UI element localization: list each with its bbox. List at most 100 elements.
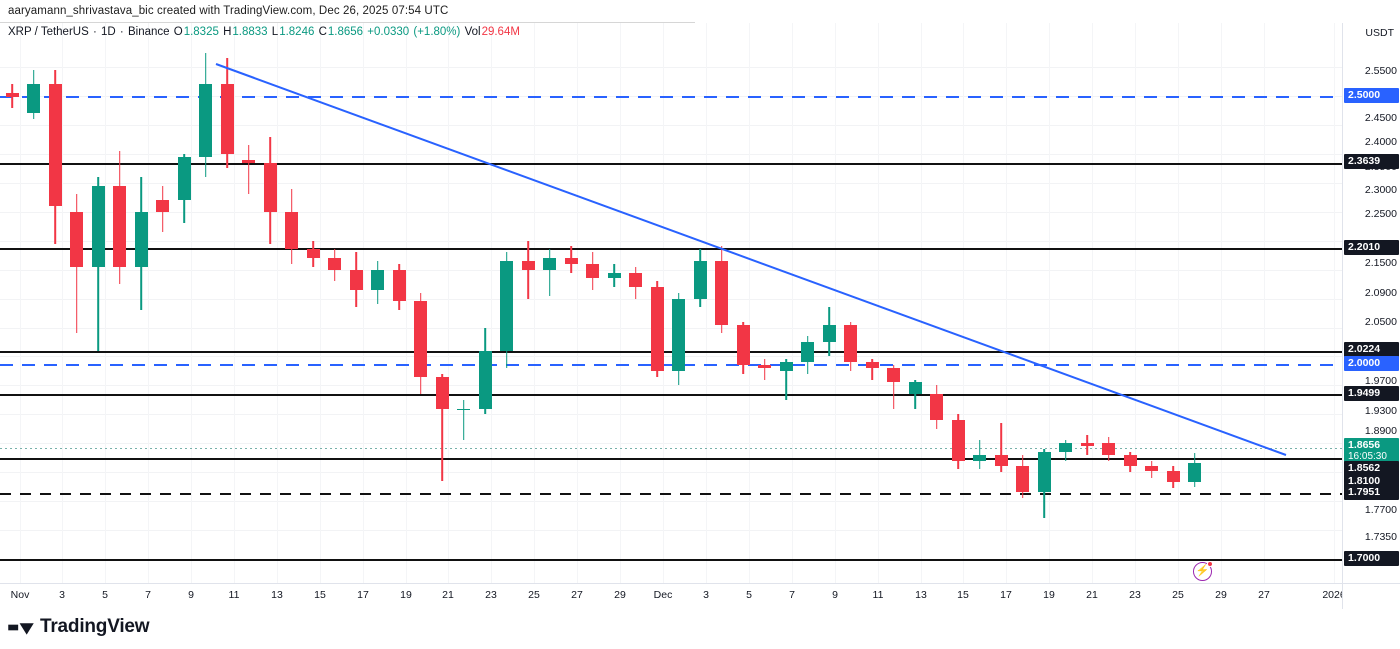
candlestick[interactable] bbox=[1145, 23, 1158, 583]
legend-symbol[interactable]: XRP / TetherUS bbox=[8, 26, 89, 38]
candlestick[interactable] bbox=[435, 23, 449, 583]
price-tag-1-9499[interactable]: 1.9499 bbox=[1344, 386, 1399, 401]
candlestick[interactable] bbox=[500, 23, 513, 583]
price-axis[interactable]: USDT 2.55002.45002.40002.35002.30002.250… bbox=[1342, 23, 1400, 583]
candlestick[interactable] bbox=[113, 23, 126, 583]
candle-body bbox=[887, 368, 900, 383]
candlestick[interactable] bbox=[543, 23, 556, 583]
legend-interval[interactable]: 1D bbox=[101, 26, 116, 38]
price-level-support-1-7000[interactable] bbox=[0, 559, 1342, 561]
price-tag-1-7000[interactable]: 1.7000 bbox=[1344, 551, 1399, 566]
candlestick[interactable] bbox=[91, 23, 105, 583]
candle-body bbox=[328, 258, 341, 270]
candlestick[interactable] bbox=[177, 23, 191, 583]
candlestick[interactable] bbox=[1059, 23, 1072, 583]
lightning-icon: ⚡ bbox=[1195, 565, 1210, 577]
candlestick[interactable] bbox=[607, 23, 621, 583]
attribution-divider bbox=[0, 22, 695, 23]
candlestick[interactable] bbox=[887, 23, 900, 583]
candlestick[interactable] bbox=[715, 23, 728, 583]
candlestick[interactable] bbox=[586, 23, 599, 583]
candlestick[interactable] bbox=[70, 23, 83, 583]
time-axis-tick: 19 bbox=[1043, 589, 1055, 601]
candle-body bbox=[414, 301, 427, 377]
candle-body bbox=[564, 258, 578, 264]
candlestick[interactable] bbox=[951, 23, 965, 583]
candlestick[interactable] bbox=[779, 23, 793, 583]
ai-assistant-badge[interactable]: ⚡ bbox=[1193, 561, 1213, 581]
candlestick[interactable] bbox=[1102, 23, 1115, 583]
chart-plot-area[interactable] bbox=[0, 23, 1342, 583]
price-tag-2-5000[interactable]: 2.5000 bbox=[1344, 88, 1399, 103]
candlestick[interactable] bbox=[285, 23, 298, 583]
candlestick[interactable] bbox=[392, 23, 406, 583]
candlestick[interactable] bbox=[994, 23, 1008, 583]
time-axis[interactable]: Nov 3 5 7 9 11 13 15 17 19 21 23 25 27 29 Dec 3 5 7 9 11 13 15… bbox=[0, 583, 1346, 609]
price-tag-2-3639[interactable]: 2.3639 bbox=[1344, 154, 1399, 169]
candlestick[interactable] bbox=[629, 23, 642, 583]
legend-exchange[interactable]: Binance bbox=[127, 26, 170, 38]
candlestick[interactable] bbox=[844, 23, 857, 583]
candlestick[interactable] bbox=[650, 23, 664, 583]
candlestick[interactable] bbox=[1188, 23, 1201, 583]
candle-body bbox=[457, 408, 470, 411]
candlestick[interactable] bbox=[5, 23, 19, 583]
candlestick[interactable] bbox=[478, 23, 492, 583]
axis-corner bbox=[1342, 583, 1400, 609]
candlestick[interactable] bbox=[1123, 23, 1137, 583]
price-tag-2-0224[interactable]: 2.0224 bbox=[1344, 342, 1399, 357]
candlestick[interactable] bbox=[1080, 23, 1094, 583]
candlestick[interactable] bbox=[156, 23, 169, 583]
candlestick[interactable] bbox=[263, 23, 277, 583]
legend-low-value: 1.8246 bbox=[279, 26, 315, 38]
candlestick[interactable] bbox=[521, 23, 535, 583]
price-tag-value: 1.8656 bbox=[1348, 439, 1381, 451]
price-level-support-1-8562[interactable] bbox=[0, 458, 1342, 460]
candlestick[interactable] bbox=[457, 23, 470, 583]
candle-body bbox=[629, 272, 642, 287]
candlestick[interactable] bbox=[758, 23, 771, 583]
candle-body bbox=[951, 420, 965, 461]
candlestick[interactable] bbox=[220, 23, 234, 583]
candlestick[interactable] bbox=[1037, 23, 1051, 583]
candlestick[interactable] bbox=[801, 23, 814, 583]
candle-body bbox=[1037, 451, 1051, 493]
candlestick[interactable] bbox=[1166, 23, 1180, 583]
candlestick[interactable] bbox=[48, 23, 62, 583]
candlestick[interactable] bbox=[865, 23, 879, 583]
candlestick[interactable] bbox=[199, 23, 212, 583]
candlestick[interactable] bbox=[371, 23, 384, 583]
chart-legend[interactable]: XRP / TetherUS · 1D · Binance O1.8325 H1… bbox=[8, 26, 521, 39]
price-tag-1-8656[interactable]: 1.8656 16:05:30 bbox=[1344, 438, 1399, 465]
candlestick[interactable] bbox=[328, 23, 341, 583]
candlestick[interactable] bbox=[693, 23, 707, 583]
candlestick[interactable] bbox=[672, 23, 685, 583]
candlestick[interactable] bbox=[27, 23, 40, 583]
gridline-vertical bbox=[406, 23, 407, 583]
legend-close-value: 1.8656 bbox=[327, 26, 364, 38]
candlestick[interactable] bbox=[930, 23, 943, 583]
price-tag-1-8562[interactable]: 1.8562 bbox=[1344, 461, 1399, 476]
candlestick[interactable] bbox=[134, 23, 148, 583]
candlestick[interactable] bbox=[564, 23, 578, 583]
price-tag-2-2010[interactable]: 2.2010 bbox=[1344, 240, 1399, 255]
price-tag-2-0000[interactable]: 2.0000 bbox=[1344, 356, 1399, 371]
candle-body bbox=[607, 272, 621, 279]
time-axis-tick: 15 bbox=[957, 589, 969, 601]
price-tag-value: 1.7000 bbox=[1348, 552, 1381, 564]
candlestick[interactable] bbox=[414, 23, 427, 583]
candlestick[interactable] bbox=[242, 23, 255, 583]
candlestick[interactable] bbox=[349, 23, 363, 583]
candlestick[interactable] bbox=[973, 23, 986, 583]
price-level-support-1-7951[interactable] bbox=[0, 493, 1342, 495]
candle-body bbox=[70, 211, 83, 267]
candlestick[interactable] bbox=[736, 23, 750, 583]
candlestick[interactable] bbox=[822, 23, 836, 583]
candlestick[interactable] bbox=[1016, 23, 1029, 583]
price-tag-1-7951[interactable]: 1.7951 bbox=[1344, 485, 1399, 500]
candlestick[interactable] bbox=[908, 23, 922, 583]
legend-sep-1: · bbox=[92, 26, 97, 38]
gridline-vertical bbox=[20, 23, 21, 583]
candlestick[interactable] bbox=[306, 23, 320, 583]
candle-body bbox=[349, 269, 363, 290]
